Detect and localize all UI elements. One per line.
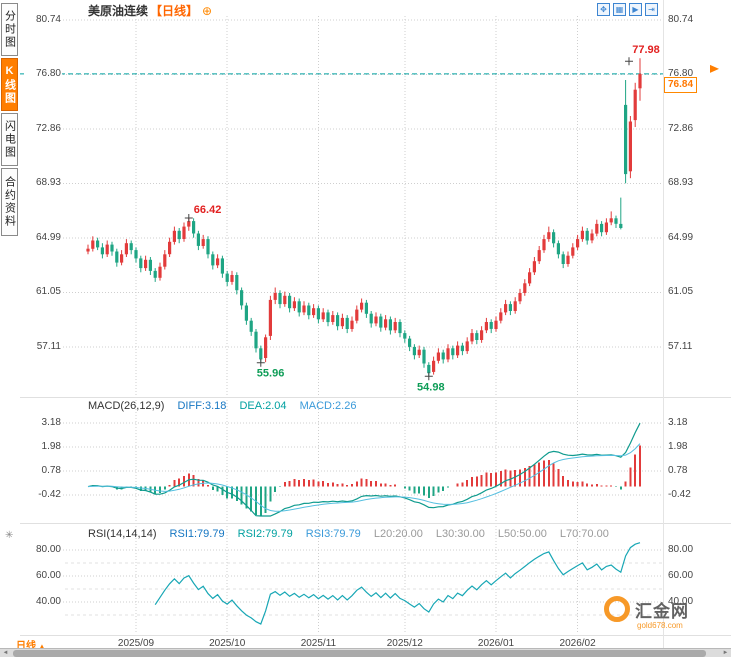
price-arrow-icon [710, 64, 719, 73]
rsi-l70-value: L70:70.00 [559, 528, 609, 540]
rsi-line [154, 542, 641, 625]
rsi2-value: RSI2:79.79 [237, 528, 293, 540]
interval-label: 【日线】 [150, 4, 199, 18]
period-selector-label: 日线 [16, 641, 36, 652]
indicator-settings-icon[interactable]: ✳ [5, 530, 14, 541]
chart-title: 美原油连续 【日线】 ⊕ [88, 2, 212, 19]
zoom-tool-icon[interactable]: ▶ [629, 3, 642, 16]
sidebar-tab-lightning-chart[interactable]: 闪电图 [1, 113, 18, 166]
horizontal-scrollbar[interactable]: ◄ ► [0, 648, 731, 657]
chart-type-icon[interactable]: ▦ [613, 3, 626, 16]
scroll-left-button[interactable]: ◄ [2, 650, 9, 656]
last-price-tag: 76.84 [664, 77, 698, 93]
sidebar-tab-time-chart[interactable]: 分时图 [1, 3, 18, 56]
scrollbar-thumb[interactable] [13, 650, 706, 657]
macd-macd-value: MACD:2.26 [299, 400, 357, 412]
rsi1-value: RSI1:79.79 [169, 528, 225, 540]
site-name: 汇金网 [635, 601, 689, 621]
right-axis-divider [663, 0, 664, 648]
candlestick-series [86, 58, 642, 377]
macd-diff-value: DIFF:3.18 [177, 400, 227, 412]
scroll-right-button[interactable]: ► [722, 650, 729, 656]
panel-divider [20, 397, 731, 398]
rsi-header: RSI(14,14,14) RSI1:79.79 RSI2:79.79 RSI3… [88, 528, 662, 540]
rsi3-value: RSI3:79.79 [305, 528, 361, 540]
sidebar-tab-contract-info[interactable]: 合约资料 [1, 168, 18, 236]
macd-title: MACD(26,12,9) [88, 400, 165, 412]
chart-toolbar: ✥ ▦ ▶ ⇥ [597, 3, 658, 16]
site-logo-icon [604, 596, 630, 622]
period-selector[interactable]: 日线 ▲ [16, 637, 46, 652]
macd-dea-line [87, 443, 641, 512]
svg-text:77.98: 77.98 [632, 44, 660, 56]
jump-latest-icon[interactable]: ⇥ [645, 3, 658, 16]
site-url: gold678.com [637, 621, 683, 630]
panel-divider [20, 635, 731, 636]
dropdown-arrow-icon: ▲ [38, 642, 46, 651]
pan-tool-icon[interactable]: ✥ [597, 3, 610, 16]
settings-icon[interactable]: ⊕ [202, 4, 213, 18]
macd-histogram [91, 445, 641, 516]
rsi-l50-value: L50:50.00 [497, 528, 547, 540]
svg-text:54.98: 54.98 [417, 381, 445, 393]
macd-dea-value: DEA:2.04 [239, 400, 287, 412]
macd-dif-line [87, 422, 641, 517]
rsi-l30-value: L30:30.00 [435, 528, 485, 540]
rsi-l20-value: L20:20.00 [373, 528, 423, 540]
svg-text:55.96: 55.96 [257, 368, 285, 380]
price-annotations: 66.42 55.96 54.98 77.98 [184, 44, 660, 393]
sidebar-tab-kline-chart[interactable]: K线图 [1, 58, 18, 111]
symbol-name: 美原油连续 [88, 4, 149, 18]
rsi-title: RSI(14,14,14) [88, 528, 157, 540]
panel-divider [20, 523, 731, 524]
svg-text:66.42: 66.42 [194, 204, 222, 216]
watermark: 汇金网 gold678.com [604, 596, 689, 630]
macd-header: MACD(26,12,9) DIFF:3.18 DEA:2.04 MACD:2.… [88, 400, 662, 412]
